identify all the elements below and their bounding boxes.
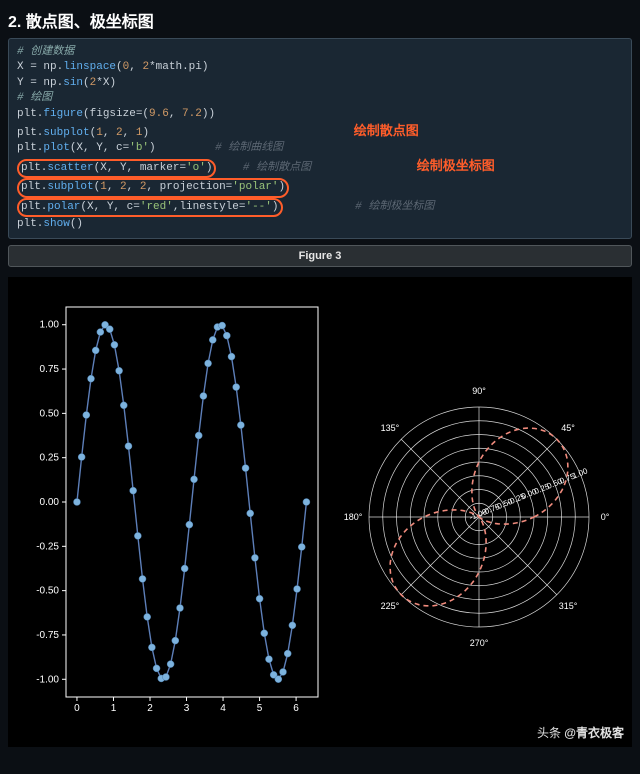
svg-text:6: 6 <box>293 703 299 714</box>
svg-text:1.00: 1.00 <box>40 320 60 331</box>
section-title: 2. 散点图、极坐标图 <box>8 8 632 32</box>
svg-text:1: 1 <box>111 703 117 714</box>
svg-text:0°: 0° <box>601 512 610 522</box>
svg-text:180°: 180° <box>344 512 363 522</box>
svg-text:3: 3 <box>184 703 190 714</box>
svg-text:-0.50: -0.50 <box>36 586 59 597</box>
highlight-ring: plt.polar(X, Y, c='red',linestyle='--') <box>17 198 283 217</box>
svg-text:-0.25: -0.25 <box>36 542 59 553</box>
annotation-polar: 绘制极坐标图 <box>417 158 495 173</box>
credit-line: 头条 @青衣极客 <box>537 724 624 741</box>
figure-panel: -1.00 -0.75 -0.50 -0.25 0.00 0.25 0.50 0.75 1.00… <box>8 277 632 747</box>
svg-text:90°: 90° <box>472 386 486 396</box>
polar-chart: 0°45°90°135°180°225°270°315°-1.00-0.75-0… <box>334 357 634 677</box>
svg-text:-0.75: -0.75 <box>36 630 59 641</box>
svg-text:5: 5 <box>257 703 263 714</box>
svg-text:0: 0 <box>74 703 80 714</box>
svg-text:225°: 225° <box>381 601 400 611</box>
svg-text:135°: 135° <box>381 423 400 433</box>
annotation-scatter: 绘制散点图 <box>354 123 419 138</box>
code-comment: # 创建数据 <box>17 46 74 58</box>
code-comment: # 绘图 <box>17 92 52 104</box>
highlight-ring: plt.scatter(X, Y, marker='o') <box>17 159 216 178</box>
svg-text:-1.00: -1.00 <box>36 675 59 686</box>
svg-text:315°: 315° <box>559 601 578 611</box>
code-inline-comment: # 绘制曲线图 <box>215 142 283 154</box>
code-block: # 创建数据 X = np.linspace(0, 2*math.pi) Y =… <box>8 38 632 239</box>
svg-text:0.75: 0.75 <box>40 364 60 375</box>
svg-text:0.00: 0.00 <box>40 497 60 508</box>
svg-text:270°: 270° <box>470 638 489 648</box>
svg-text:2: 2 <box>147 703 153 714</box>
svg-text:45°: 45° <box>561 423 575 433</box>
figure-title-bar: Figure 3 <box>8 245 632 267</box>
highlight-ring: plt.subplot(1, 2, 2, projection='polar') <box>17 178 289 197</box>
svg-text:0.50: 0.50 <box>40 409 60 420</box>
svg-text:0.25: 0.25 <box>40 453 60 464</box>
svg-text:4: 4 <box>220 703 226 714</box>
line-scatter-chart: -1.00 -0.75 -0.50 -0.25 0.00 0.25 0.50 0.75 1.00… <box>8 297 328 737</box>
svg-text:1.00: 1.00 <box>571 466 589 480</box>
code-inline-comment: # 绘制极坐标图 <box>355 201 434 213</box>
code-inline-comment: # 绘制散点图 <box>243 162 311 174</box>
